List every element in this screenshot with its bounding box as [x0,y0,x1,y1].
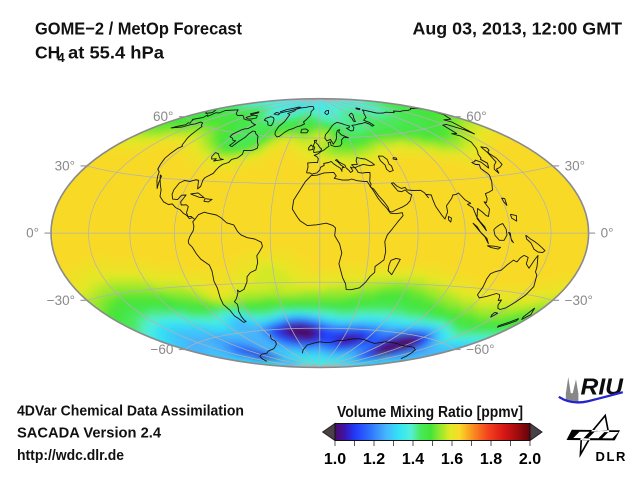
svg-text:GOME−2 / MetOp Forecast: GOME−2 / MetOp Forecast [35,19,242,39]
svg-text:1.6: 1.6 [441,451,463,468]
svg-text:at 55.4 hPa: at 55.4 hPa [68,43,164,63]
svg-text:CH: CH [35,43,60,63]
svg-text:http://wdc.dlr.de: http://wdc.dlr.de [17,447,124,464]
svg-text:−60: −60 [150,342,173,357]
svg-text:Aug 03, 2013, 12:00 GMT: Aug 03, 2013, 12:00 GMT [413,19,623,39]
svg-text:0°: 0° [26,226,39,241]
svg-text:1.4: 1.4 [402,451,424,468]
svg-text:30°: 30° [55,158,75,173]
svg-text:2.0: 2.0 [519,451,541,468]
svg-text:−30°: −30° [47,293,75,308]
svg-text:−30°: −30° [565,293,593,308]
svg-text:4DVar Chemical Data Assimilati: 4DVar Chemical Data Assimilation [17,403,244,420]
svg-text:RIU: RIU [581,374,625,400]
svg-text:DLR: DLR [596,449,628,464]
svg-text:1.8: 1.8 [480,451,502,468]
svg-text:−60°: −60° [466,342,494,357]
svg-text:60°: 60° [466,109,486,124]
svg-text:30°: 30° [565,158,585,173]
svg-text:SACADA Version 2.4: SACADA Version 2.4 [17,425,162,442]
svg-text:1.0: 1.0 [324,451,346,468]
svg-text:1.2: 1.2 [363,451,385,468]
svg-text:0°: 0° [601,226,614,241]
svg-text:4: 4 [58,50,66,65]
svg-text:60°: 60° [153,109,173,124]
svg-text:Volume Mixing Ratio [ppmv]: Volume Mixing Ratio [ppmv] [337,404,523,421]
